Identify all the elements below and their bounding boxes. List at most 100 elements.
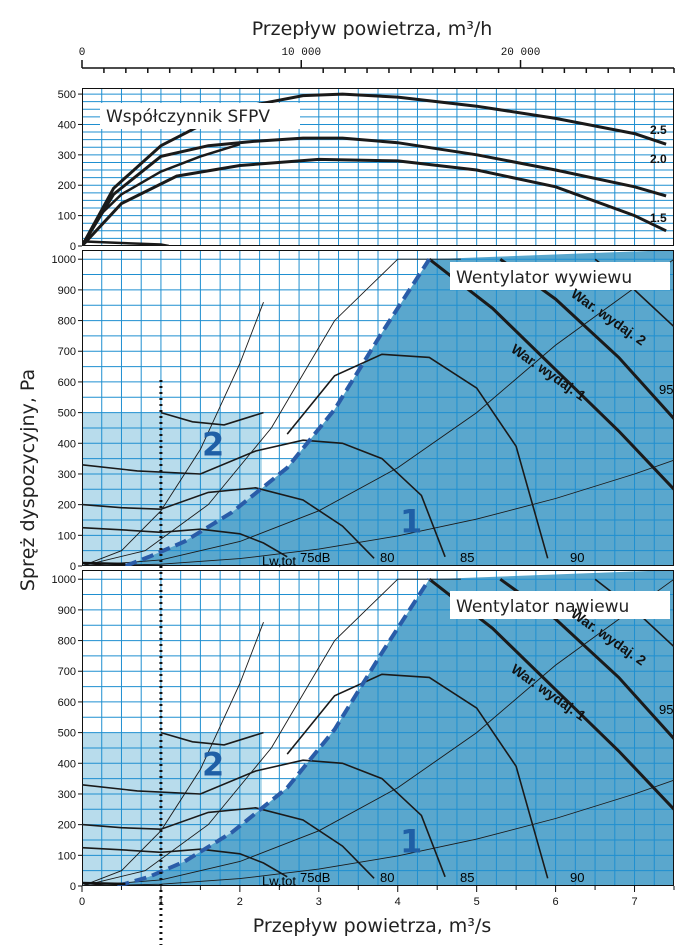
bottom-tick-label: 5: [474, 896, 480, 908]
y-tick-label: 900: [58, 285, 76, 297]
sound-level-label: 75dB: [300, 550, 330, 565]
y-tick-label: 0: [70, 241, 76, 253]
y-tick-label: 200: [58, 500, 76, 512]
sound-level-label: 80: [380, 550, 394, 565]
sound-level-label: Lw,tot: [262, 554, 296, 569]
y-tick-label: 600: [58, 377, 76, 389]
region-1-fill: [117, 570, 674, 886]
y-tick-label: 200: [58, 820, 76, 832]
sfp-value-label: 1.5: [650, 211, 667, 225]
sound-level-curve: [82, 846, 288, 878]
y-tick-label: 100: [58, 211, 76, 223]
bottom-tick-label: 4: [395, 896, 401, 908]
bottom-tick-label: 7: [631, 896, 637, 908]
supply-label-box: [450, 591, 670, 619]
zone-label-2: 2: [202, 746, 224, 784]
region-1-fill: [125, 250, 674, 566]
exhaust-panel-label: Wentylator wywiewu: [456, 268, 632, 288]
system-curve: [82, 258, 461, 566]
sound-level-label: 85: [460, 550, 474, 565]
y-tick-label: 400: [58, 438, 76, 450]
bottom-tick-label: 2: [237, 896, 243, 908]
bottom-axis-title: Przepływ powietrza, m³/s: [253, 915, 491, 937]
baseline-curve: [82, 881, 126, 886]
sound-level-curve: [82, 526, 288, 558]
sound-level-curve: [160, 411, 264, 426]
y-tick-label: 300: [58, 469, 76, 481]
y-tick-label: 100: [58, 530, 76, 542]
y-tick-label: 600: [58, 697, 76, 709]
y-tick-label: 700: [58, 346, 76, 358]
system-curve: [82, 578, 461, 886]
system-curve: [82, 459, 674, 566]
system-curve: [82, 779, 674, 886]
sfp-curve: [82, 136, 667, 246]
sound-level-label: 90: [570, 870, 584, 885]
limit-dashed-curve: [116, 578, 431, 886]
y-tick-label: 300: [58, 789, 76, 801]
bottom-tick-label: 0: [79, 896, 85, 908]
y-tick-label: 500: [58, 89, 76, 101]
sfp-label-box: [100, 103, 300, 129]
sound-level-curve: [286, 353, 549, 559]
sfp-curve: [82, 143, 241, 246]
sfp-value-label: 2.5: [650, 123, 667, 137]
zone-label-1: 1: [400, 502, 422, 540]
bottom-tick-label: 3: [316, 896, 322, 908]
y-tick-label: 800: [58, 636, 76, 648]
top-tick-label: 0: [79, 47, 86, 59]
top-tick-label: 20 000: [501, 47, 541, 59]
sound-level-label: Lw,tot: [262, 874, 296, 889]
sound-level-curve: [160, 731, 264, 746]
sound-level-curve: [82, 486, 375, 559]
sound-level-label: 80: [380, 870, 394, 885]
capacity-curve: [428, 258, 674, 491]
top-tick-label: 10 000: [281, 47, 321, 59]
y-tick-label: 500: [58, 408, 76, 420]
y-tick-label: 0: [70, 561, 76, 573]
sound-level-label: 95: [659, 382, 673, 397]
y-tick-label: 700: [58, 666, 76, 678]
y-tick-label: 1000: [52, 574, 76, 586]
zone-label-2: 2: [202, 426, 224, 464]
bottom-tick-label: 6: [553, 896, 559, 908]
y-tick-label: 500: [58, 728, 76, 740]
y-tick-label: 900: [58, 605, 76, 617]
sound-level-label: 75dB: [300, 870, 330, 885]
sfp-curve: [82, 92, 667, 246]
bottom-axis: 01234567: [79, 886, 675, 908]
y-tick-label: 1000: [52, 254, 76, 266]
top-axis: 0 10 000 20 000: [79, 47, 675, 73]
y-axis-title: Spręż dyspozycyjny, Pa: [17, 369, 39, 591]
y-tick-label: 400: [58, 119, 76, 131]
system-curve: [82, 622, 264, 886]
y-tick-label: 400: [58, 758, 76, 770]
y-tick-label: 800: [58, 316, 76, 328]
y-tick-label: 100: [58, 850, 76, 862]
y-tick-label: 300: [58, 150, 76, 162]
sfp-panel-label: Współczynnik SFPV: [106, 107, 270, 127]
supply-panel-label: Wentylator nawiewu: [456, 597, 629, 617]
sound-level-label: 95: [659, 702, 673, 717]
sfp-panel: Współczynnik SFPV 2.5 2.0 1.5 500 400 300 200…: [58, 88, 674, 253]
system-curve: [82, 302, 264, 566]
sound-level-curve: [82, 806, 375, 879]
baseline-curve: [82, 561, 126, 566]
top-axis-title: Przepływ powietrza, m³/h: [252, 18, 493, 40]
exhaust-label-box: [450, 262, 670, 290]
sound-level-label: 85: [460, 870, 474, 885]
y-tick-label: 200: [58, 180, 76, 192]
sound-level-label: 90: [570, 550, 584, 565]
sfp-value-label: 2.0: [650, 152, 667, 166]
zone-label-1: 1: [400, 822, 422, 860]
sound-level-curve: [286, 673, 549, 879]
sfp-curve: [82, 240, 170, 246]
sound-level-curve: [82, 759, 446, 878]
limit-dashed-curve: [124, 258, 431, 566]
sound-level-curve: [82, 439, 446, 558]
y-tick-label: 0: [70, 881, 76, 893]
sfp-curve: [82, 157, 667, 246]
